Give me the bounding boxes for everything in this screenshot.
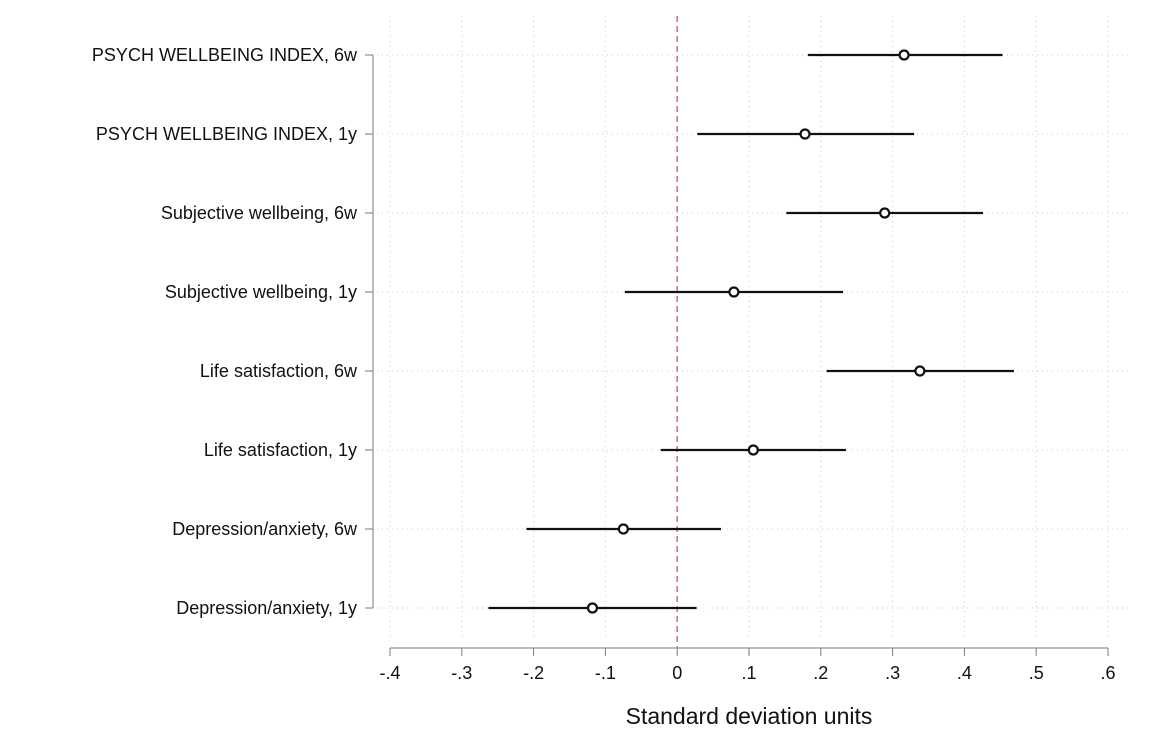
- point-estimate: [799, 128, 811, 140]
- category-label: Depression/anxiety, 6w: [172, 519, 358, 539]
- point-estimates: [586, 49, 926, 614]
- x-tick-label: -.1: [595, 663, 616, 683]
- labels: -.4 -.3 -.2 -.1 0 .1 .2 .3 .4 .5 .6 PSYCH WELLBEING…: [92, 45, 1116, 683]
- confidence-intervals: [488, 53, 1014, 610]
- x-tick-label: .2: [813, 663, 828, 683]
- point-estimate: [728, 286, 740, 298]
- category-label: PSYCH WELLBEING INDEX, 1y: [96, 124, 357, 144]
- x-tick-label: 0: [672, 663, 682, 683]
- x-tick-label: .6: [1100, 663, 1115, 683]
- point-estimate: [898, 49, 910, 61]
- category-label: Depression/anxiety, 1y: [176, 598, 357, 618]
- point-estimate: [879, 207, 891, 219]
- category-label: Life satisfaction, 6w: [200, 361, 358, 381]
- x-axis-title: Standard deviation units: [626, 703, 873, 729]
- category-label: PSYCH WELLBEING INDEX, 6w: [92, 45, 358, 65]
- x-tick-label: .5: [1029, 663, 1044, 683]
- point-estimate: [914, 365, 926, 377]
- category-label: Life satisfaction, 1y: [204, 440, 357, 460]
- point-estimate: [617, 523, 629, 535]
- axes: [365, 54, 1109, 656]
- x-tick-label: .4: [957, 663, 972, 683]
- x-tick-label: -.4: [379, 663, 400, 683]
- x-tick-label: .1: [741, 663, 756, 683]
- category-label: Subjective wellbeing, 1y: [165, 282, 357, 302]
- grid-lines: [377, 16, 1128, 640]
- x-tick-label: .3: [885, 663, 900, 683]
- point-estimate: [586, 602, 599, 614]
- x-tick-label: -.3: [451, 663, 472, 683]
- x-tick-label: -.2: [523, 663, 544, 683]
- point-estimate: [747, 444, 759, 456]
- category-label: Subjective wellbeing, 6w: [161, 203, 358, 223]
